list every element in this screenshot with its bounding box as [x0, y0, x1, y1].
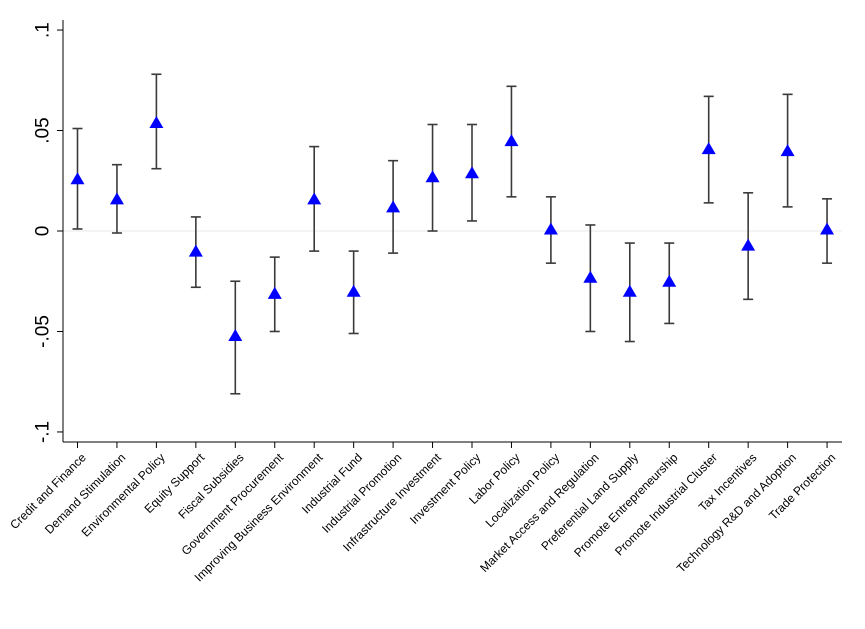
point-estimate-marker: [386, 200, 401, 213]
point-estimate-marker: [149, 115, 164, 129]
y-tick-label: -.1: [33, 421, 54, 443]
point-estimate-marker: [780, 144, 795, 157]
point-estimate-marker: [662, 274, 677, 287]
y-tick-label: -.05: [33, 315, 54, 348]
y-tick-label: 0: [33, 226, 54, 237]
point-estimate-marker: [465, 166, 479, 179]
point-estimate-marker: [583, 270, 598, 283]
point-estimate-marker: [741, 238, 756, 251]
x-tick-label: Investment Policy: [407, 450, 483, 526]
point-estimate-marker: [188, 244, 203, 257]
y-axis-ticks: .1 .05 0 -.05 -.1: [33, 22, 63, 443]
x-tick-label: Localization Policy: [483, 450, 563, 530]
y-tick-label: .05: [33, 117, 54, 143]
point-estimate-marker: [307, 192, 322, 205]
error-bars: [72, 73, 833, 395]
point-estimate-marker: [701, 142, 716, 155]
y-tick-label: .1: [33, 22, 54, 38]
point-estimate-marker: [820, 222, 835, 235]
point-estimate-marker: [425, 170, 440, 183]
point-estimate-marker: [346, 284, 361, 297]
point-estimate-marker: [228, 328, 243, 342]
point-estimates: [70, 115, 835, 342]
point-estimate-marker: [543, 222, 558, 235]
point-estimate-marker: [109, 192, 124, 205]
point-estimate-marker: [504, 134, 519, 147]
point-estimate-marker: [267, 286, 282, 299]
point-estimate-marker: [70, 172, 85, 185]
point-estimate-marker: [622, 284, 637, 297]
